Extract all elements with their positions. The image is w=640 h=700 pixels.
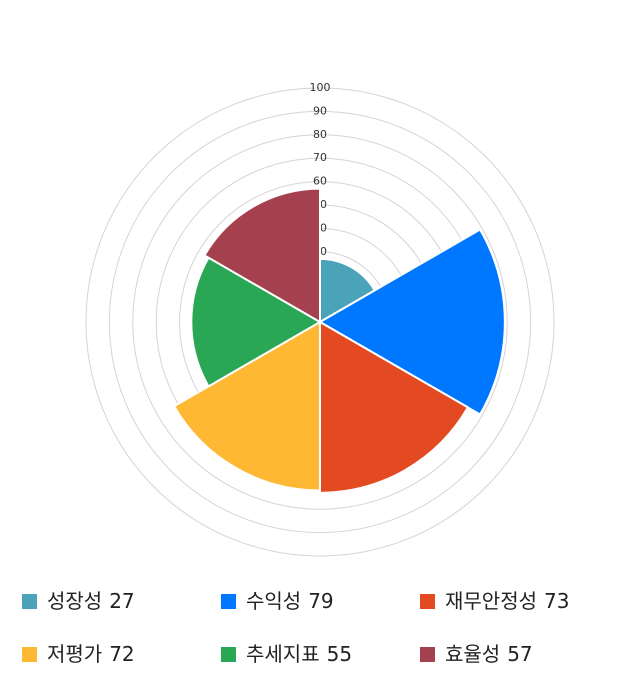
legend-value: 79 bbox=[308, 589, 333, 613]
legend-label: 재무안정성 73 bbox=[445, 589, 569, 613]
legend-label: 성장성 27 bbox=[47, 589, 135, 613]
legend-name: 성장성 bbox=[47, 589, 102, 613]
legend-swatch bbox=[420, 647, 435, 662]
r-tick-label: 60 bbox=[313, 175, 327, 188]
legend-swatch bbox=[221, 647, 236, 662]
polar-segment bbox=[190, 256, 322, 388]
legend-label: 효율성 57 bbox=[445, 642, 533, 666]
legend-value: 72 bbox=[109, 642, 134, 666]
legend-swatch bbox=[22, 647, 37, 662]
legend-name: 효율성 bbox=[445, 642, 500, 666]
legend-name: 추세지표 bbox=[246, 642, 320, 666]
polar-segment bbox=[319, 257, 377, 324]
legend-value: 55 bbox=[327, 642, 352, 666]
legend-name: 저평가 bbox=[47, 642, 102, 666]
grid-ring bbox=[132, 134, 508, 510]
grid-ring bbox=[108, 110, 532, 534]
r-tick-label: 70 bbox=[313, 151, 327, 164]
polar-segment bbox=[319, 320, 470, 494]
legend-label: 추세지표 55 bbox=[246, 642, 352, 666]
legend-swatch bbox=[221, 594, 236, 609]
polar-segment bbox=[203, 187, 321, 324]
r-tick-label: 90 bbox=[313, 104, 327, 117]
legend-name: 재무안정성 bbox=[445, 589, 537, 613]
r-tick-label: 100 bbox=[310, 81, 331, 94]
legend-label: 저평가 72 bbox=[47, 642, 135, 666]
polar-segment bbox=[318, 228, 506, 416]
polar-segment bbox=[172, 320, 321, 492]
legend-swatch bbox=[22, 594, 37, 609]
legend-swatch bbox=[420, 594, 435, 609]
r-tick-label: 80 bbox=[313, 128, 327, 141]
legend-value: 73 bbox=[544, 589, 569, 613]
legend-value: 57 bbox=[507, 642, 532, 666]
grid-ring bbox=[85, 87, 555, 557]
legend-value: 27 bbox=[109, 589, 134, 613]
legend-label: 수익성 79 bbox=[246, 589, 334, 613]
legend-name: 수익성 bbox=[246, 589, 301, 613]
